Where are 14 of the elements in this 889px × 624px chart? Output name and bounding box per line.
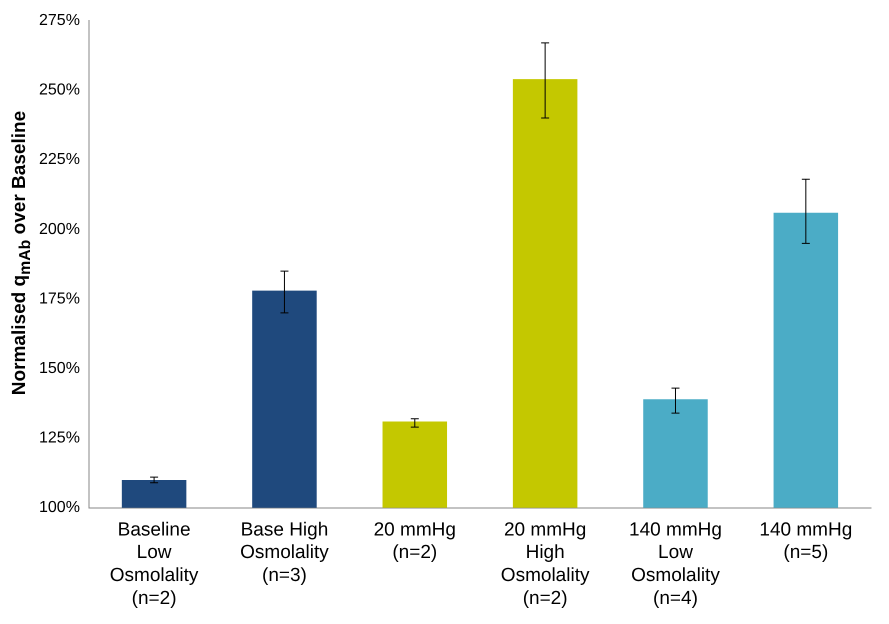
y-tick-label: 250%	[39, 82, 80, 99]
x-tick-label: 20 mmHg High Osmolality (n=2)	[500, 519, 590, 609]
y-tick-label: 100%	[39, 499, 80, 516]
y-tick-label: 225%	[39, 151, 80, 168]
x-tick-label: 140 mmHg (n=5)	[759, 519, 852, 564]
y-tick-label: 175%	[39, 290, 80, 308]
y-tick-label: 200%	[39, 220, 80, 238]
y-tick-label: 275%	[39, 12, 80, 30]
y-tick-label: 125%	[39, 430, 80, 447]
x-tick-label: 140 mmHg Low Osmolality (n=4)	[629, 519, 722, 609]
x-tick-label: Base High Osmolality (n=3)	[240, 519, 330, 586]
y-tick-label: 150%	[39, 360, 80, 378]
x-tick-label: 20 mmHg (n=2)	[374, 519, 456, 564]
x-tick-label: Baseline Low Osmolality (n=2)	[110, 519, 199, 609]
